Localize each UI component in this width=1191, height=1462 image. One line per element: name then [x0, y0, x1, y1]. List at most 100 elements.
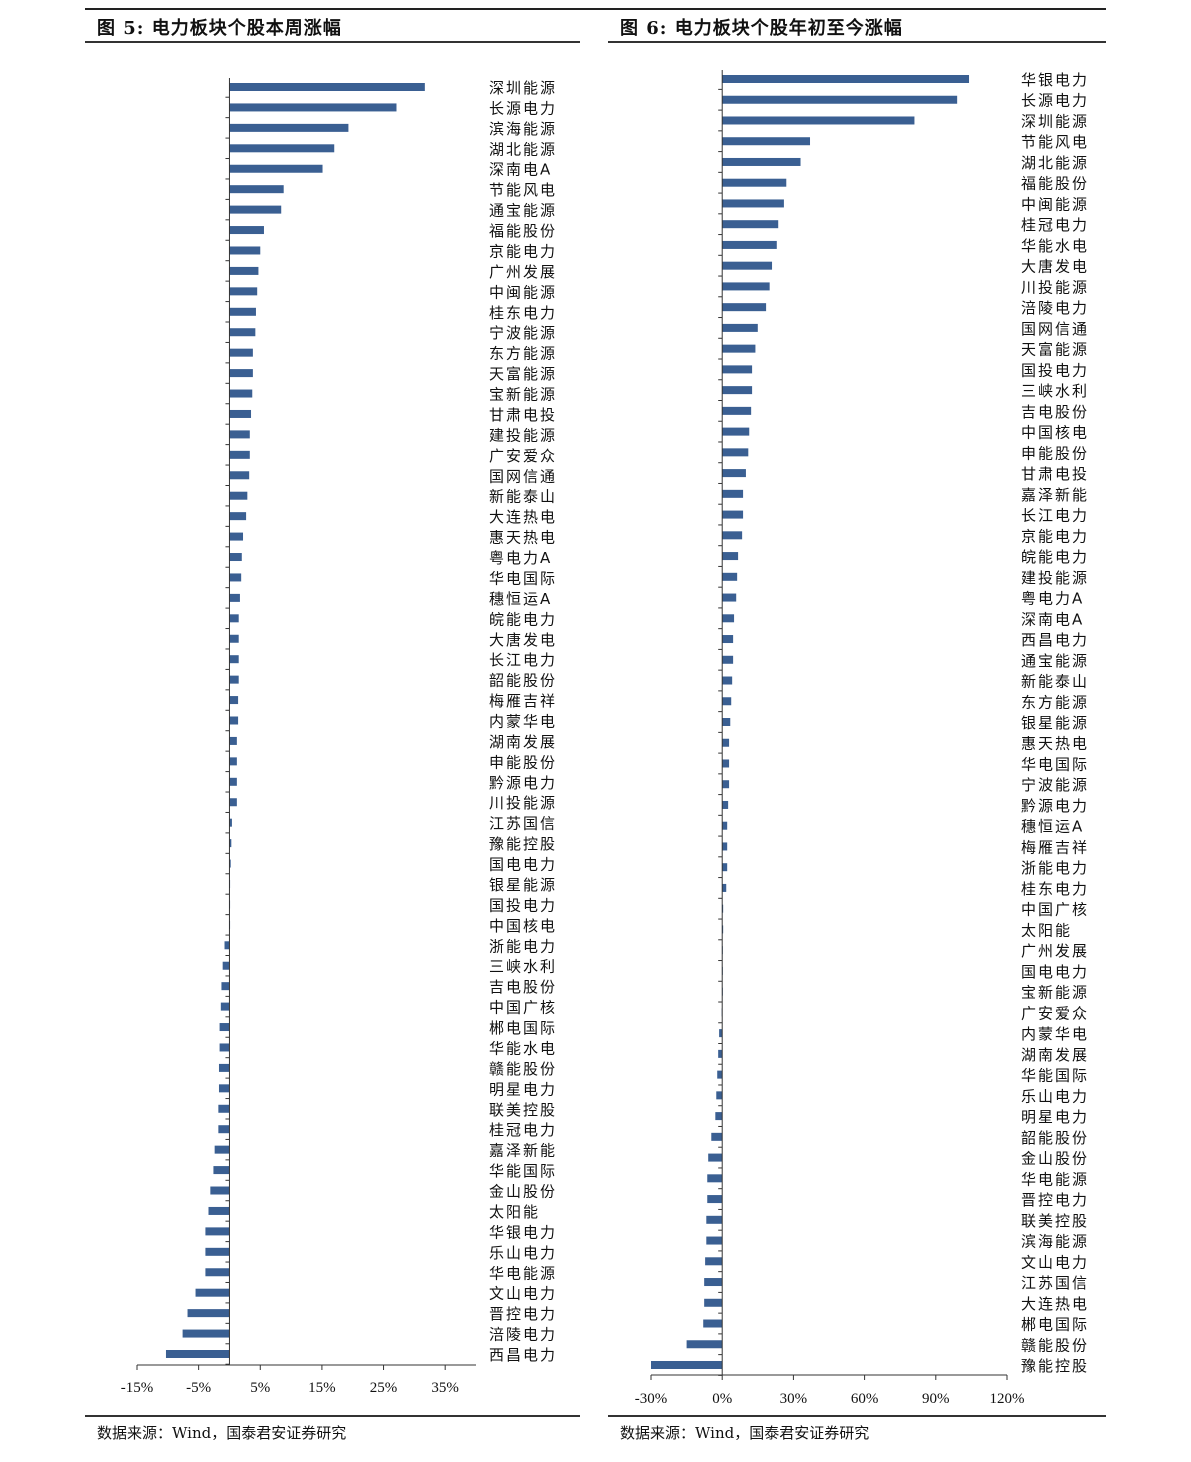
- bar: [229, 348, 253, 357]
- category-label: 桂东电力: [489, 304, 557, 322]
- category-label: 新能泰山: [1021, 673, 1089, 691]
- category-label: 长江电力: [489, 651, 557, 669]
- x-tick-label: 120%: [990, 1391, 1025, 1407]
- bar: [722, 75, 970, 83]
- figure-6-source: 数据来源：Wind，国泰君安证券研究: [620, 1424, 870, 1442]
- category-label: 嘉泽新能: [489, 1142, 557, 1160]
- category-label: 长江电力: [1021, 507, 1089, 525]
- category-label: 东方能源: [1021, 693, 1089, 711]
- category-label: 通宝能源: [489, 202, 557, 220]
- category-label: 湖南发展: [1021, 1046, 1089, 1064]
- bar: [208, 1206, 230, 1215]
- bar: [719, 1029, 723, 1038]
- x-tick-label: 25%: [370, 1380, 398, 1396]
- category-label: 联美控股: [489, 1101, 557, 1119]
- bar: [722, 137, 811, 146]
- bar: [706, 1215, 723, 1224]
- bar: [706, 1236, 723, 1245]
- category-label: 浙能电力: [1021, 859, 1089, 877]
- category-label: 文山电力: [489, 1285, 557, 1303]
- bar: [722, 863, 728, 872]
- category-label: 太阳能: [489, 1203, 540, 1221]
- category-label: 湖北能源: [1021, 154, 1089, 172]
- category-label: 涪陵电力: [489, 1326, 557, 1344]
- bar: [229, 757, 237, 766]
- bar: [229, 83, 425, 91]
- bar: [722, 572, 738, 581]
- category-label: 梅雁吉祥: [489, 692, 557, 710]
- category-label: 京能电力: [1021, 527, 1089, 545]
- category-label: 太阳能: [1021, 921, 1072, 939]
- figure-5-source: 数据来源：Wind，国泰君安证券研究: [97, 1424, 347, 1442]
- category-label: 郴电国际: [1021, 1316, 1089, 1334]
- category-label: 深南电A: [489, 161, 552, 179]
- category-label: 大唐发电: [1021, 258, 1089, 276]
- bar: [229, 634, 239, 643]
- category-label: 韶能股份: [489, 672, 557, 690]
- bar: [722, 759, 730, 768]
- bar: [722, 220, 779, 229]
- bar: [213, 1166, 230, 1175]
- bar: [229, 164, 323, 173]
- title-rule: [608, 41, 1106, 43]
- category-label: 甘肃电投: [489, 406, 557, 424]
- x-tick-label: 0%: [712, 1391, 732, 1407]
- bar: [704, 1278, 723, 1287]
- category-label: 浙能电力: [489, 937, 557, 955]
- category-label: 申能股份: [489, 753, 557, 771]
- category-label: 明星电力: [489, 1080, 557, 1098]
- category-label: 黔源电力: [489, 774, 557, 792]
- category-label: 豫能控股: [1021, 1357, 1089, 1375]
- category-label: 华电国际: [1021, 755, 1089, 773]
- category-label: 中闽能源: [1021, 195, 1089, 213]
- category-label: 华银电力: [1021, 71, 1089, 89]
- category-label: 明星电力: [1021, 1108, 1089, 1126]
- category-label: 晋控电力: [489, 1305, 557, 1323]
- category-label: 华能水电: [1021, 237, 1089, 255]
- category-label: 建投能源: [489, 426, 557, 444]
- bar: [205, 1268, 230, 1277]
- category-label: 宁波能源: [1021, 776, 1089, 794]
- bar: [229, 430, 250, 439]
- x-tick-label: 30%: [780, 1391, 808, 1407]
- category-label: 内蒙华电: [1021, 1025, 1089, 1043]
- category-label: 天富能源: [1021, 341, 1089, 359]
- bar: [218, 1084, 230, 1093]
- bar: [229, 839, 232, 848]
- category-label: 华电能源: [489, 1264, 557, 1282]
- category-label: 韶能股份: [1021, 1129, 1089, 1147]
- category-label: 华能国际: [489, 1162, 557, 1180]
- bar: [722, 780, 730, 789]
- bar: [229, 593, 240, 602]
- category-label: 长源电力: [489, 99, 557, 117]
- bar: [229, 144, 335, 153]
- category-label: 深圳能源: [489, 79, 557, 97]
- bar: [229, 716, 239, 725]
- bar: [722, 303, 767, 312]
- category-label: 乐山电力: [489, 1244, 557, 1262]
- category-label: 郴电国际: [489, 1019, 557, 1037]
- bar: [722, 821, 728, 830]
- category-label: 广安爱众: [489, 447, 557, 465]
- category-label: 穗恒运A: [1021, 818, 1084, 836]
- x-tick-label: 35%: [431, 1380, 459, 1396]
- category-label: 华电能源: [1021, 1170, 1089, 1188]
- category-label: 大连热电: [1021, 1295, 1089, 1313]
- x-tick-label: 15%: [308, 1380, 336, 1396]
- category-label: 广州发展: [489, 263, 557, 281]
- bar: [229, 266, 259, 275]
- category-label: 滨海能源: [1021, 1233, 1089, 1251]
- bar: [229, 123, 349, 132]
- category-label: 内蒙华电: [489, 713, 557, 731]
- bar: [218, 1104, 230, 1113]
- bar: [210, 1186, 230, 1195]
- bar: [722, 469, 746, 478]
- bar: [218, 1125, 230, 1134]
- category-label: 中国核电: [489, 917, 557, 935]
- category-label: 梅雁吉祥: [1021, 838, 1089, 856]
- category-label: 东方能源: [489, 345, 557, 363]
- category-label: 西昌电力: [489, 1346, 557, 1364]
- category-label: 粤电力A: [1021, 590, 1084, 608]
- category-label: 天富能源: [489, 365, 557, 383]
- category-label: 金山股份: [1021, 1150, 1089, 1168]
